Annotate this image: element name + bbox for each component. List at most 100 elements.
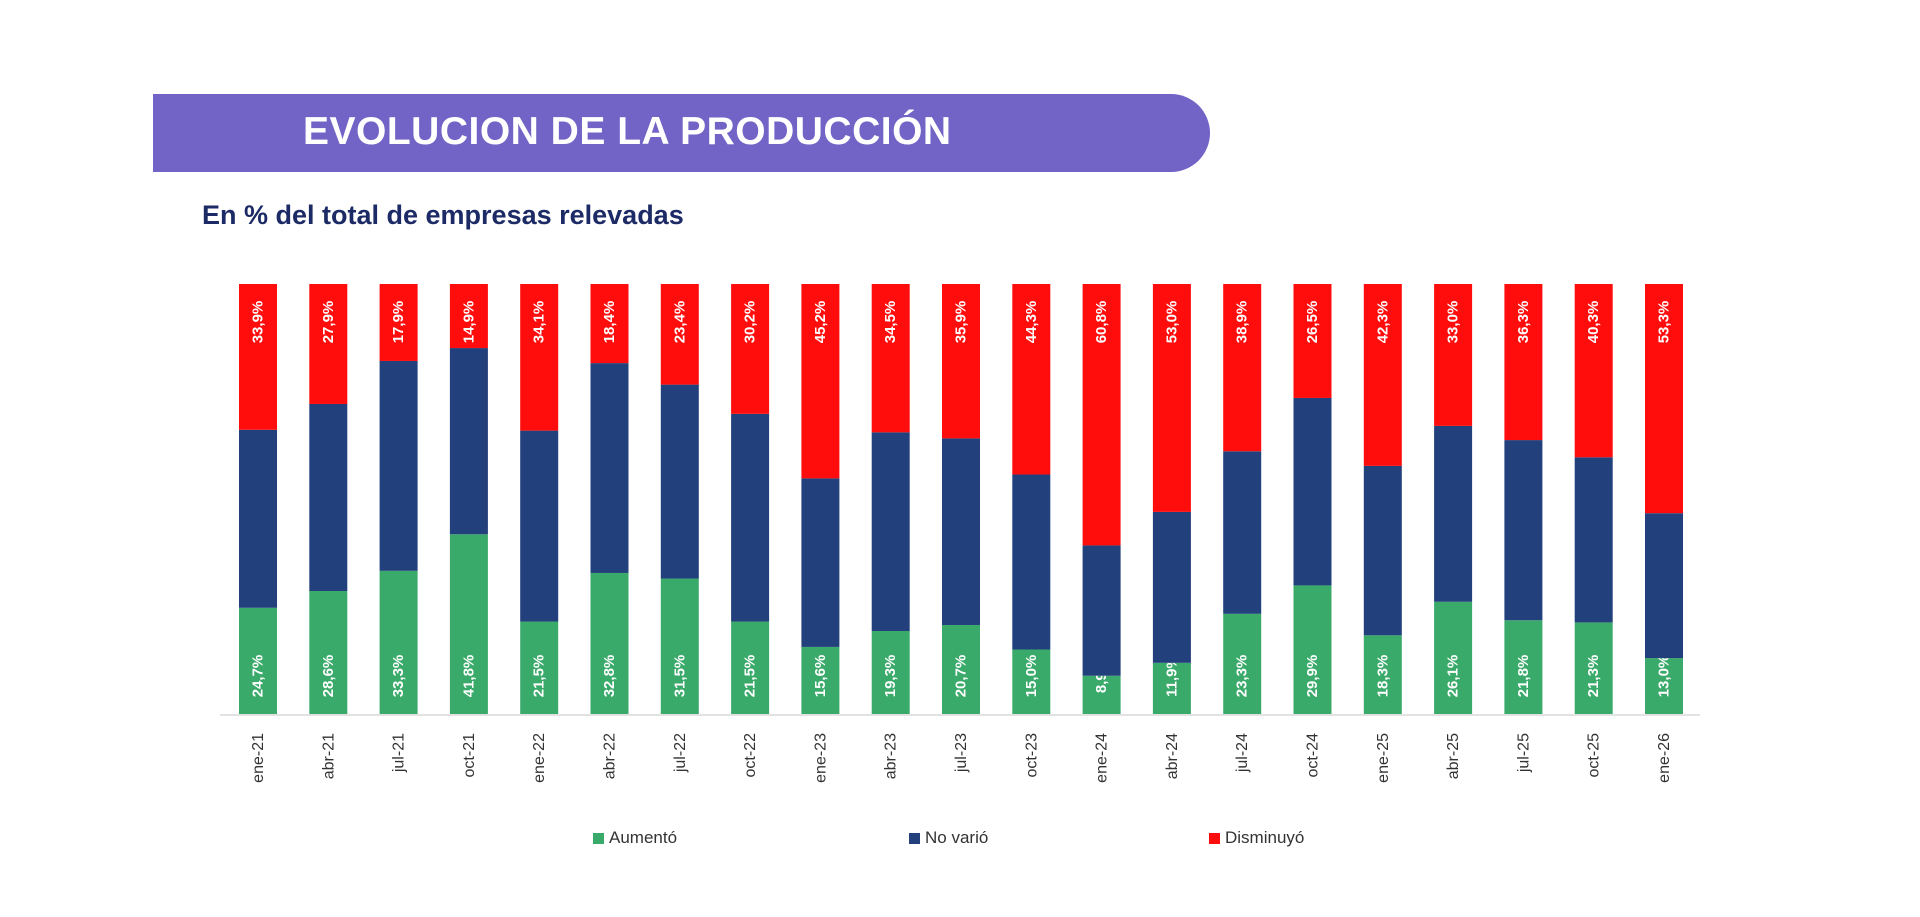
data-label: 21,8% bbox=[1515, 655, 1532, 698]
bar-segment-no-varió bbox=[520, 430, 559, 622]
data-label: 41,8% bbox=[460, 655, 477, 698]
data-label: 18,4% bbox=[601, 301, 618, 344]
x-tick-label: jul-22 bbox=[672, 733, 689, 773]
data-label: 40,3% bbox=[1585, 301, 1602, 344]
bar-segment-aumentó bbox=[1574, 622, 1613, 714]
bar-segment-disminuyó bbox=[1434, 284, 1473, 426]
bar-segment-disminuyó bbox=[871, 284, 910, 433]
bar-segment-no-varió bbox=[660, 384, 699, 579]
chart-title: EVOLUCION DE LA PRODUCCIÓN bbox=[303, 110, 952, 153]
bar-segment-disminuyó bbox=[1223, 284, 1262, 452]
bar-segment-no-varió bbox=[871, 432, 910, 632]
x-tick-label: ene-23 bbox=[812, 733, 829, 783]
data-label: 13,0% bbox=[1656, 655, 1673, 698]
data-label: 21,5% bbox=[742, 655, 759, 698]
bar-segment-no-varió bbox=[942, 438, 980, 625]
bar-segment-aumentó bbox=[801, 646, 840, 714]
bar-segment-no-varió bbox=[1574, 457, 1613, 623]
data-label: 33,3% bbox=[390, 655, 407, 698]
legend-label: Aumentó bbox=[609, 828, 678, 847]
bar-segment-no-varió bbox=[239, 429, 277, 608]
bar-segment-no-varió bbox=[1223, 451, 1262, 614]
bar-segment-aumentó bbox=[731, 621, 770, 714]
data-label: 17,9% bbox=[390, 301, 407, 344]
bar-segment-aumentó bbox=[942, 624, 980, 714]
bar-segment-disminuyó bbox=[239, 284, 277, 430]
chart-subtitle: En % del total de empresas relevadas bbox=[202, 200, 684, 230]
legend-item-no-vario: No varió bbox=[909, 828, 988, 848]
data-label: 14,9% bbox=[460, 301, 477, 344]
x-tick-label: oct-25 bbox=[1586, 733, 1603, 778]
bar-segment-no-varió bbox=[1082, 545, 1121, 676]
data-label: 23,3% bbox=[1234, 655, 1251, 698]
bar-segment-no-varió bbox=[1363, 465, 1402, 636]
data-label: 20,7% bbox=[953, 655, 970, 698]
bar-segment-disminuyó bbox=[1293, 284, 1332, 398]
data-label: 26,1% bbox=[1445, 655, 1462, 698]
x-tick-label: abr-23 bbox=[883, 733, 900, 779]
bar-segment-disminuyó bbox=[1504, 284, 1543, 441]
data-label: 28,6% bbox=[320, 655, 337, 698]
data-label: 42,3% bbox=[1374, 301, 1391, 344]
x-tick-label: oct-22 bbox=[742, 733, 759, 778]
data-label: 44,3% bbox=[1023, 301, 1040, 344]
bar-segment-disminuyó bbox=[1012, 284, 1051, 475]
bar-segment-no-varió bbox=[1645, 513, 1683, 659]
data-label: 35,9% bbox=[953, 301, 970, 344]
bar-segment-disminuyó bbox=[801, 284, 840, 479]
bar-segment-disminuyó bbox=[309, 284, 348, 404]
bar-segment-no-varió bbox=[309, 403, 348, 592]
data-label: 34,5% bbox=[882, 301, 899, 344]
data-label: 11,9% bbox=[1163, 655, 1180, 697]
x-tick-label: abr-24 bbox=[1164, 733, 1181, 779]
bar-segment-aumentó bbox=[1293, 585, 1332, 714]
x-tick-label: abr-22 bbox=[602, 733, 619, 779]
data-label: 27,9% bbox=[320, 301, 337, 344]
bar-segment-aumentó bbox=[1434, 601, 1473, 714]
data-label: 21,5% bbox=[531, 655, 548, 698]
bar-segment-no-varió bbox=[1434, 425, 1473, 602]
legend-item-disminuyo: Disminuyó bbox=[1209, 828, 1304, 848]
bar-segment-aumentó bbox=[1082, 675, 1121, 714]
bar-segment-no-varió bbox=[801, 478, 840, 647]
bar-segment-disminuyó bbox=[590, 284, 629, 364]
data-label: 21,3% bbox=[1585, 655, 1602, 698]
x-tick-label: oct-23 bbox=[1023, 733, 1040, 778]
bar-segment-aumentó bbox=[239, 607, 277, 714]
x-tick-label: abr-25 bbox=[1445, 733, 1462, 779]
bar-segment-disminuyó bbox=[942, 284, 980, 439]
bar-segment-no-varió bbox=[1152, 511, 1191, 663]
data-label: 60,8% bbox=[1093, 301, 1110, 344]
x-tick-label: abr-21 bbox=[320, 733, 337, 779]
data-label: 53,3% bbox=[1656, 301, 1673, 344]
x-tick-label: ene-26 bbox=[1656, 733, 1673, 783]
legend-label: No varió bbox=[925, 828, 989, 847]
x-tick-label: oct-24 bbox=[1305, 733, 1322, 778]
bar-segment-disminuyó bbox=[379, 284, 418, 361]
bar-segment-disminuyó bbox=[660, 284, 699, 385]
data-label: 15,0% bbox=[1023, 655, 1040, 698]
bar-segment-aumentó bbox=[379, 570, 418, 714]
data-label: 36,3% bbox=[1515, 301, 1532, 344]
bar-segment-aumentó bbox=[1152, 662, 1191, 714]
data-label: 18,3% bbox=[1374, 655, 1391, 698]
bar-segment-no-varió bbox=[379, 360, 418, 571]
data-label: 33,0% bbox=[1445, 301, 1462, 344]
bar-segment-aumentó bbox=[1223, 613, 1262, 714]
bar-segment-aumentó bbox=[1504, 620, 1543, 714]
bar-segment-disminuyó bbox=[1645, 284, 1683, 514]
bar-segment-disminuyó bbox=[1363, 284, 1402, 466]
x-tick-label: ene-25 bbox=[1375, 733, 1392, 783]
bar-segment-aumentó bbox=[449, 534, 488, 714]
bar-segment-no-varió bbox=[590, 363, 629, 573]
data-label: 53,0% bbox=[1163, 301, 1180, 344]
x-tick-label: jul-21 bbox=[391, 733, 408, 773]
data-label: 30,2% bbox=[742, 301, 759, 344]
legend-label: Disminuyó bbox=[1225, 828, 1305, 847]
bar-segment-aumentó bbox=[1645, 658, 1683, 714]
legend-swatch-aumento bbox=[593, 832, 604, 844]
bar-segment-aumentó bbox=[309, 591, 348, 714]
data-label: 38,9% bbox=[1234, 301, 1251, 344]
data-label: 15,6% bbox=[812, 655, 829, 698]
legend-swatch-no-vario bbox=[909, 832, 920, 844]
